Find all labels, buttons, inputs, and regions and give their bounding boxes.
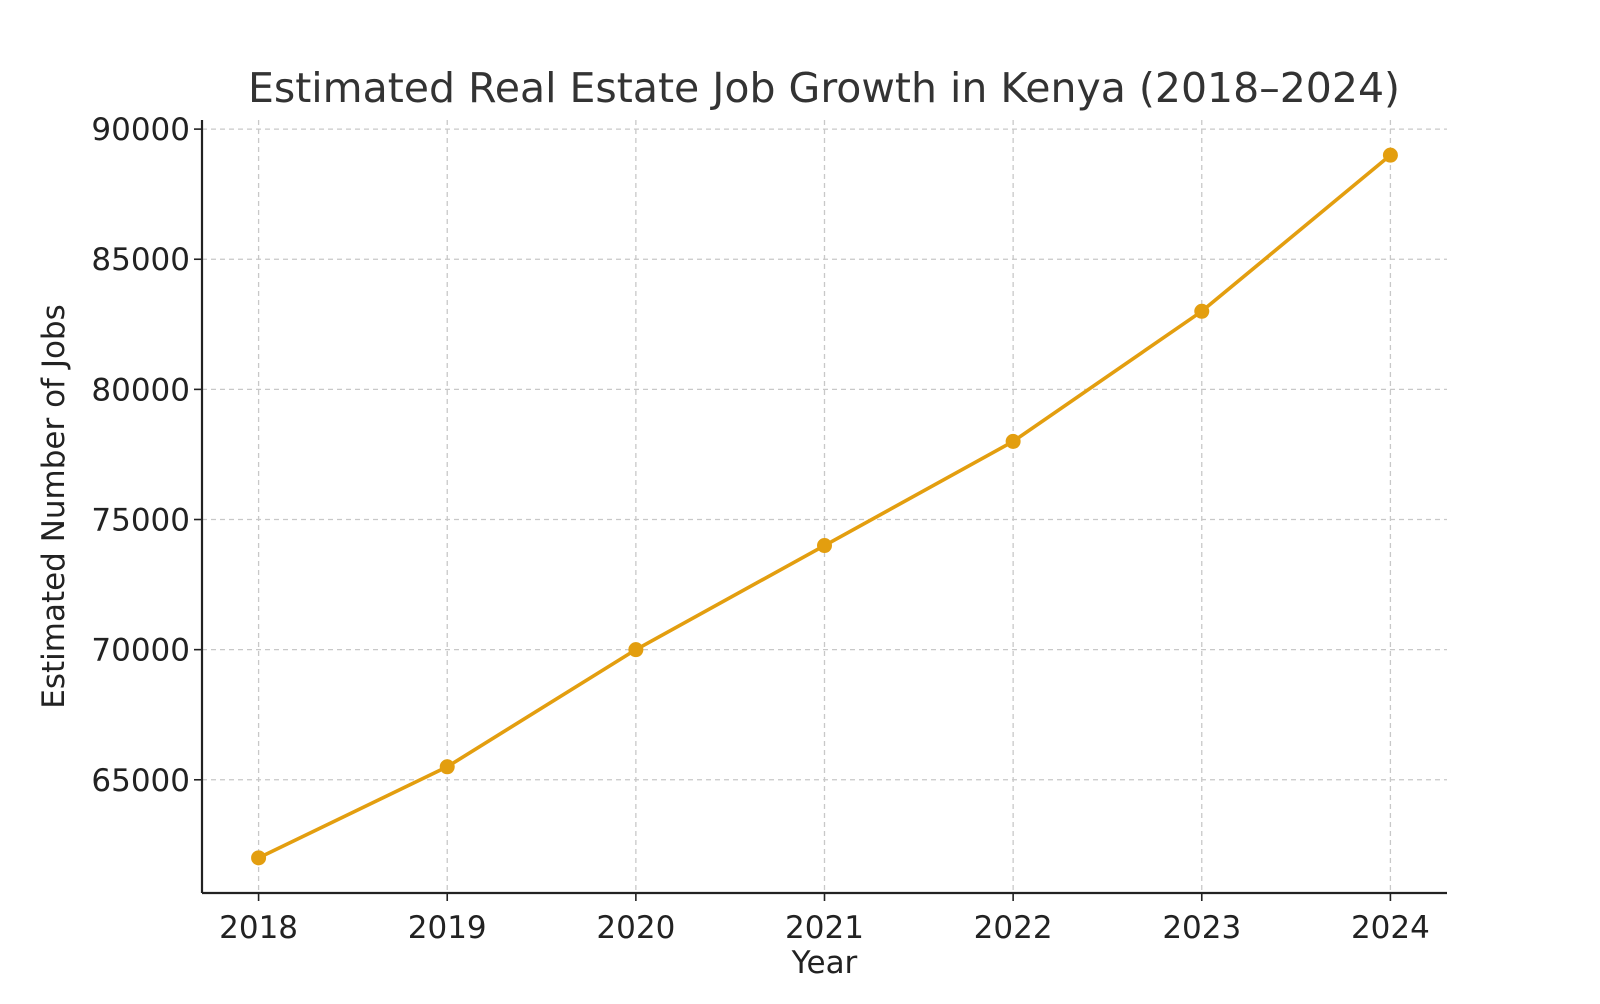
ticks: 2018 2019 2020 2021 2022 2023 2024 65000 70000 75… — [91, 112, 1429, 946]
series — [251, 147, 1398, 866]
x-tick-label: 2023 — [1162, 910, 1241, 946]
x-tick-label: 2019 — [408, 910, 487, 946]
y-tick-label: 90000 — [91, 112, 190, 148]
data-point — [817, 538, 832, 554]
data-point — [1382, 147, 1398, 163]
data-point — [1194, 303, 1210, 319]
data-point — [1005, 433, 1021, 449]
data-point — [439, 759, 455, 775]
y-tick-label: 75000 — [91, 503, 190, 539]
x-axis-title: Year — [791, 945, 858, 981]
chart-title: Estimated Real Estate Job Growth in Keny… — [248, 64, 1400, 112]
x-tick-label: 2018 — [219, 910, 298, 946]
y-tick-label: 70000 — [91, 633, 190, 669]
y-axis-title: Estimated Number of Jobs — [36, 304, 72, 709]
x-tick-label: 2024 — [1351, 910, 1430, 946]
y-tick-label: 65000 — [91, 763, 190, 799]
x-tick-label: 2020 — [596, 910, 675, 946]
y-tick-label: 80000 — [91, 372, 190, 408]
x-tick-label: 2022 — [974, 910, 1053, 946]
x-tick-label: 2021 — [785, 910, 864, 946]
data-point — [628, 642, 644, 658]
grid — [202, 120, 1447, 893]
y-tick-label: 85000 — [91, 242, 190, 278]
data-point — [251, 850, 267, 866]
